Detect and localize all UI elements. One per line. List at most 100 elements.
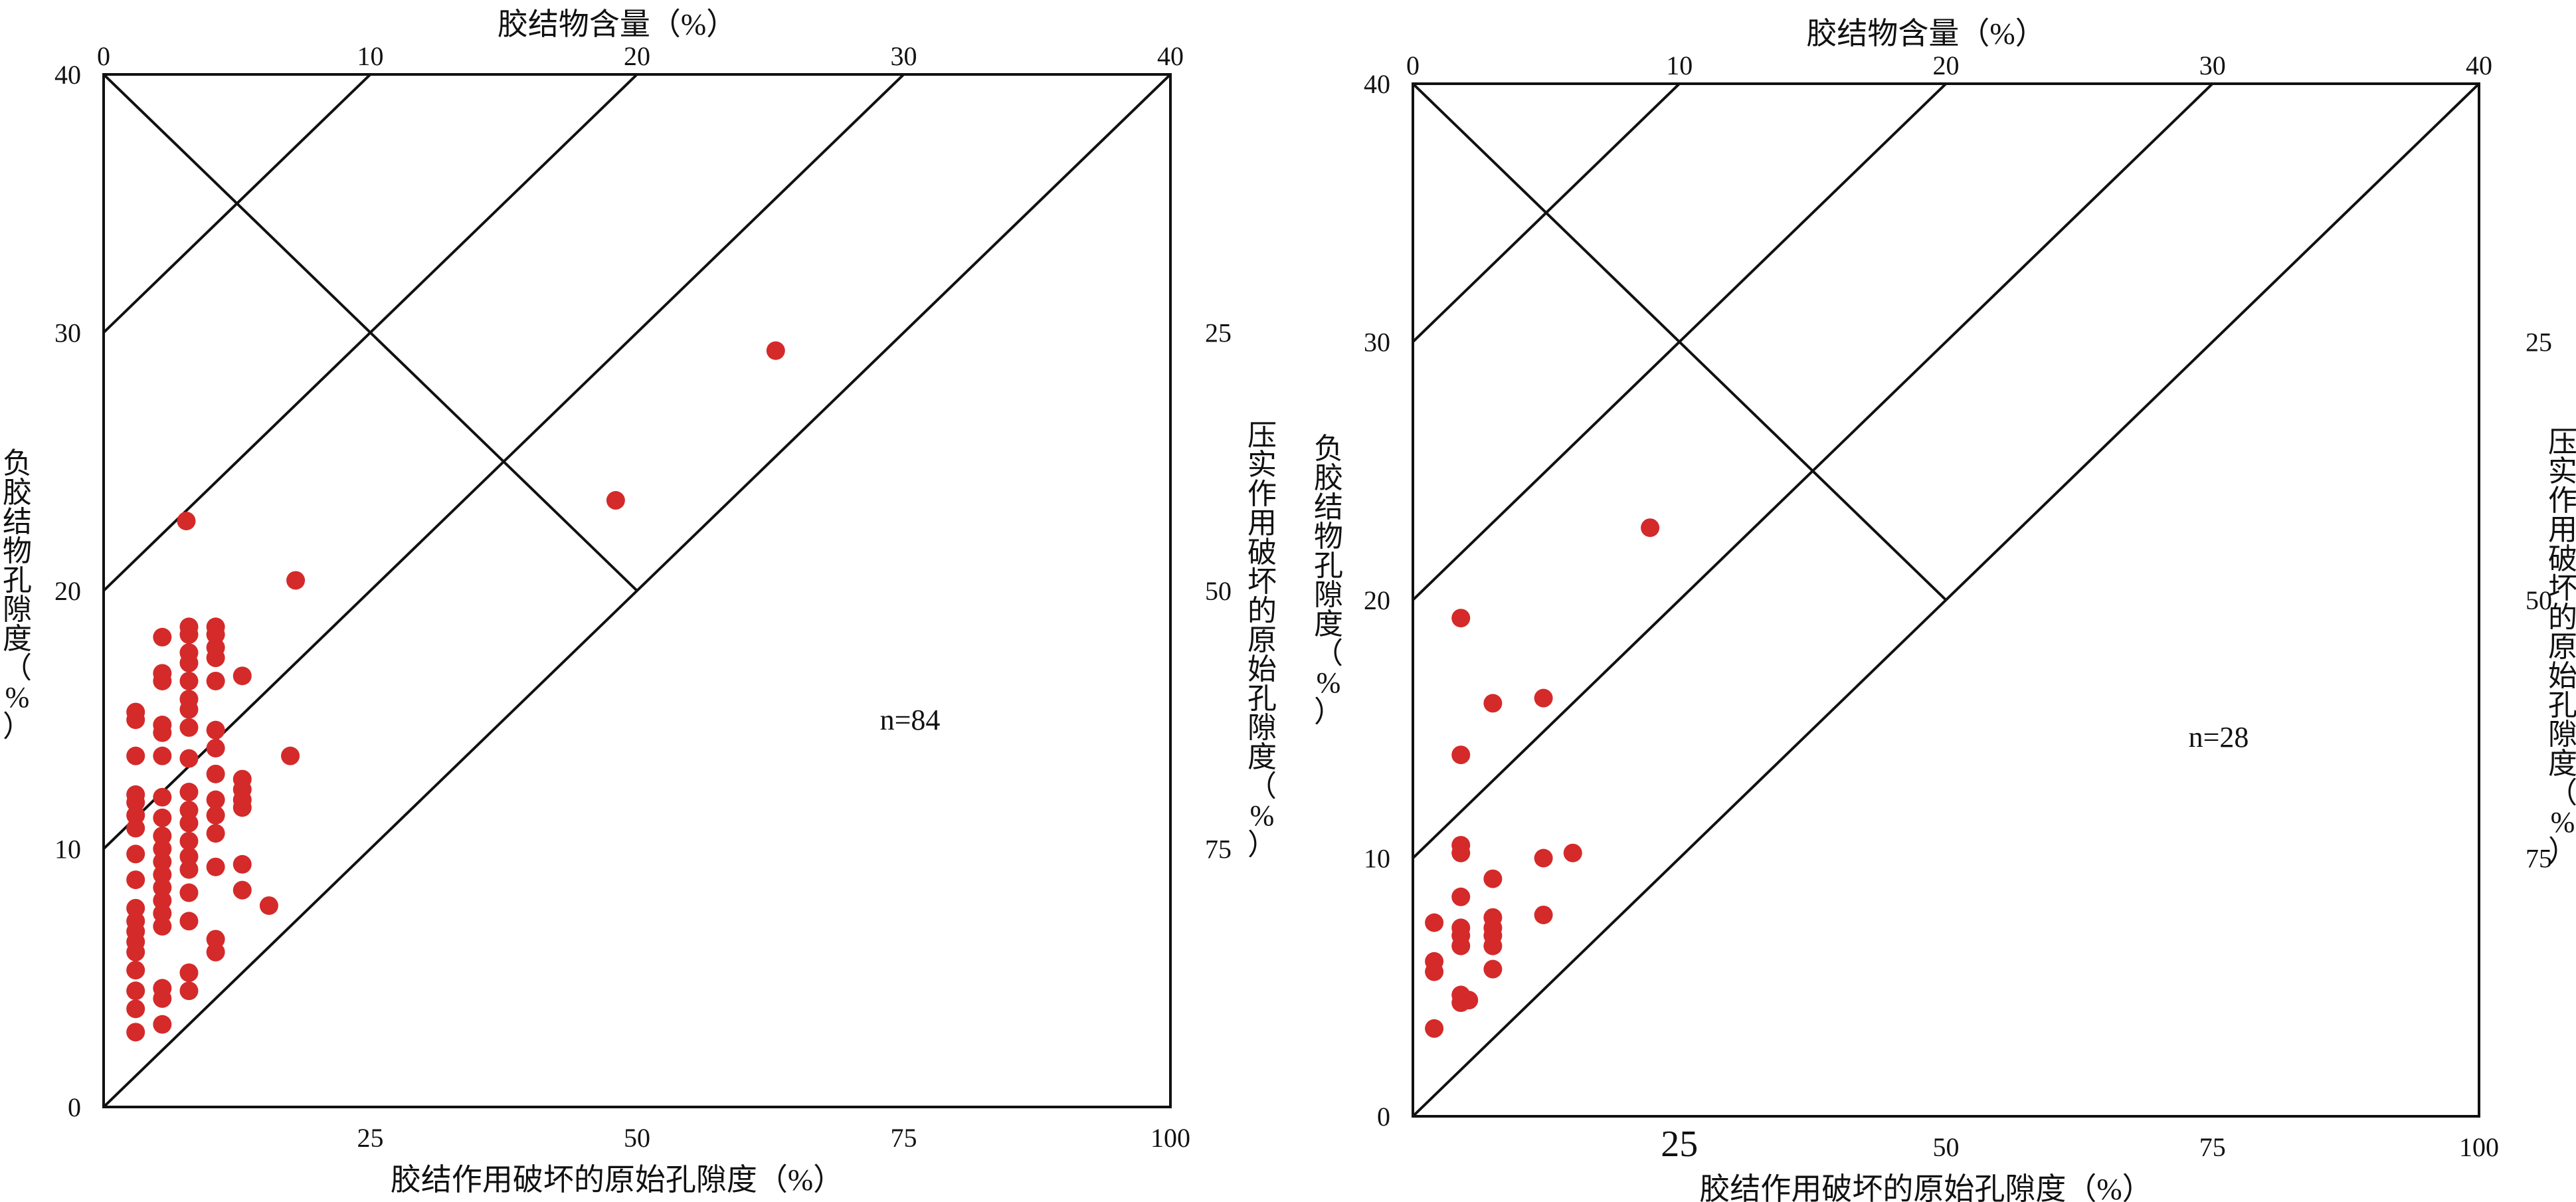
data-point bbox=[286, 571, 306, 590]
data-point bbox=[126, 819, 145, 838]
data-point bbox=[1425, 1019, 1444, 1038]
data-point bbox=[179, 912, 199, 931]
top-tick-label: 0 bbox=[1406, 50, 1420, 80]
top-tick-label: 10 bbox=[357, 41, 384, 71]
y-tick-label: 0 bbox=[68, 1092, 81, 1122]
data-point bbox=[232, 880, 252, 900]
data-point bbox=[153, 839, 172, 858]
data-point bbox=[206, 671, 225, 690]
data-point bbox=[153, 865, 172, 884]
data-point bbox=[153, 904, 172, 923]
data-point bbox=[206, 764, 225, 783]
right-tick-label: 75 bbox=[2526, 844, 2552, 874]
y-tick-label: 0 bbox=[1377, 1102, 1390, 1132]
right-chart: 0 10 20 30 40 胶结物含量（%） 0 10 20 30 40 25 50 75 100 胶结作用破… bbox=[1314, 17, 2576, 1202]
data-point bbox=[206, 930, 225, 949]
top-tick-label: 30 bbox=[891, 41, 917, 71]
data-point bbox=[206, 617, 225, 637]
data-point bbox=[153, 808, 172, 827]
data-point bbox=[179, 963, 199, 982]
y-tick-label: 20 bbox=[1364, 585, 1390, 615]
y-tick-label: 10 bbox=[1364, 844, 1390, 874]
data-point bbox=[206, 857, 225, 876]
data-point bbox=[1534, 905, 1553, 924]
x-tick-label: 100 bbox=[2459, 1132, 2499, 1162]
top-tick-label: 20 bbox=[624, 41, 650, 71]
data-point bbox=[179, 860, 199, 879]
top-axis-label: 胶结物含量（%） bbox=[498, 7, 737, 41]
data-point bbox=[606, 491, 625, 510]
data-point bbox=[1425, 913, 1444, 932]
right-tick-label: 75 bbox=[1205, 835, 1232, 864]
data-point bbox=[126, 785, 145, 804]
y-tick-label: 30 bbox=[1364, 328, 1390, 357]
y-tick-label: 40 bbox=[54, 60, 81, 90]
data-point bbox=[126, 870, 145, 890]
data-point bbox=[126, 999, 145, 1019]
data-point bbox=[1425, 952, 1444, 971]
x-axis-label: 胶结作用破坏的原始孔隙度（%） bbox=[1699, 1172, 2152, 1202]
data-point bbox=[126, 981, 145, 1001]
top-axis-label: 胶结物含量（%） bbox=[1806, 17, 2045, 50]
data-point bbox=[179, 783, 199, 802]
data-point bbox=[179, 801, 199, 820]
data-point bbox=[179, 749, 199, 768]
data-point bbox=[232, 854, 252, 874]
x-axis-label: 胶结作用破坏的原始孔隙度（%） bbox=[391, 1163, 844, 1197]
data-point bbox=[179, 718, 199, 737]
data-point bbox=[153, 746, 172, 765]
data-point bbox=[153, 787, 172, 807]
data-point bbox=[1459, 991, 1479, 1010]
data-point bbox=[1451, 887, 1471, 906]
data-point bbox=[206, 720, 225, 740]
top-tick-label: 40 bbox=[2466, 50, 2492, 80]
y-tick-label: 40 bbox=[1364, 69, 1390, 99]
data-point bbox=[766, 341, 785, 360]
y-tick-label: 20 bbox=[54, 576, 81, 606]
data-point bbox=[126, 898, 145, 918]
x-tick-label: 100 bbox=[1150, 1123, 1190, 1153]
data-point bbox=[153, 827, 172, 846]
x-tick-label: 25 bbox=[357, 1123, 384, 1153]
top-tick-label: 20 bbox=[1933, 50, 1960, 80]
sample-count-annotation: n=84 bbox=[880, 704, 941, 736]
right-tick-label: 50 bbox=[2526, 585, 2552, 615]
data-point bbox=[281, 746, 300, 765]
data-point bbox=[1534, 849, 1553, 868]
data-point bbox=[153, 878, 172, 897]
top-tick-label: 0 bbox=[97, 41, 110, 71]
data-point bbox=[153, 627, 172, 647]
data-point bbox=[206, 805, 225, 825]
data-point bbox=[179, 643, 199, 662]
data-point bbox=[1534, 688, 1553, 708]
data-point bbox=[1451, 746, 1471, 765]
x-tick-label: 50 bbox=[1933, 1132, 1960, 1162]
right-axis-label: 压实作用破坏的原始孔隙度（%） bbox=[1247, 419, 1277, 861]
data-point bbox=[126, 845, 145, 864]
data-point bbox=[126, 961, 145, 980]
right-tick-label: 25 bbox=[1205, 318, 1232, 348]
x-tick-label: 75 bbox=[2199, 1132, 2226, 1162]
right-tick-label: 25 bbox=[2526, 328, 2552, 357]
data-point bbox=[126, 805, 145, 825]
right-axis-label: 压实作用破坏的原始孔隙度（%） bbox=[2548, 426, 2576, 868]
data-point bbox=[206, 824, 225, 843]
data-point bbox=[1641, 518, 1660, 538]
data-point bbox=[153, 716, 172, 735]
data-point bbox=[1483, 694, 1503, 713]
data-point bbox=[179, 981, 199, 1001]
y-tick-label: 30 bbox=[54, 318, 81, 348]
x-tick-label: 50 bbox=[624, 1123, 650, 1153]
data-point bbox=[259, 896, 278, 915]
data-point bbox=[153, 917, 172, 936]
top-tick-label: 40 bbox=[1157, 41, 1184, 71]
data-point bbox=[126, 1023, 145, 1042]
anti-diagonal-line bbox=[1412, 82, 1947, 601]
data-point bbox=[153, 1015, 172, 1034]
data-point bbox=[179, 617, 199, 637]
data-point bbox=[153, 664, 172, 683]
data-point bbox=[1451, 918, 1471, 938]
data-point bbox=[153, 852, 172, 871]
data-point bbox=[153, 979, 172, 998]
